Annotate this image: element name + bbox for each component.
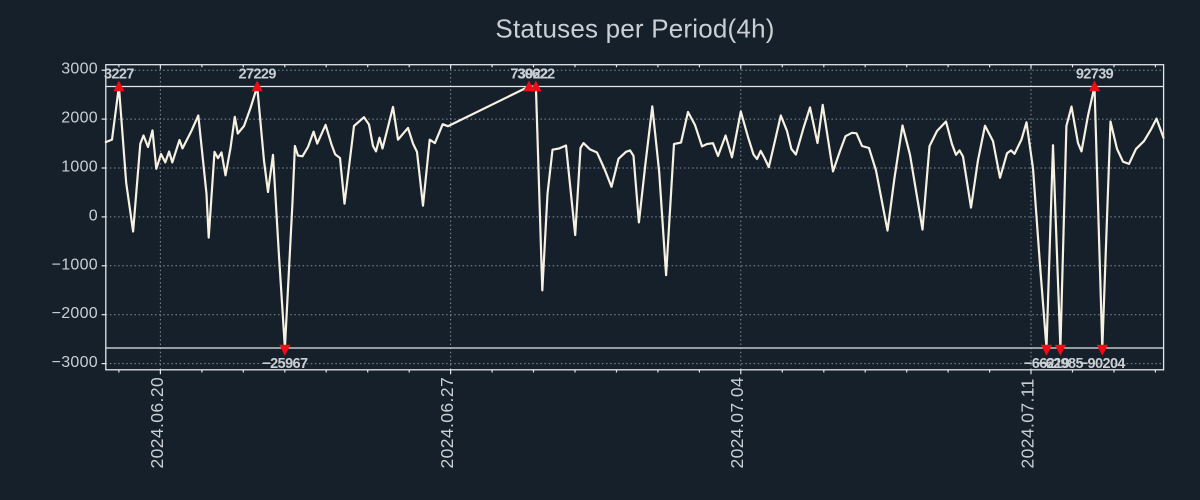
svg-text:1000: 1000 <box>61 159 98 176</box>
svg-text:Statuses per Period(4h): Statuses per Period(4h) <box>495 14 774 44</box>
svg-text:−2000: −2000 <box>52 305 98 322</box>
svg-text:73922: 73922 <box>510 67 548 83</box>
svg-text:−25967: −25967 <box>262 356 308 372</box>
svg-text:2024.06.20: 2024.06.20 <box>147 377 167 469</box>
svg-text:2024.07.04: 2024.07.04 <box>727 377 747 469</box>
svg-text:0: 0 <box>89 207 98 224</box>
svg-text:30622: 30622 <box>517 67 555 83</box>
svg-text:−1000: −1000 <box>52 256 98 273</box>
svg-text:2024.07.11: 2024.07.11 <box>1017 378 1037 468</box>
svg-text:92739: 92739 <box>1076 67 1114 83</box>
svg-text:2024.06.27: 2024.06.27 <box>437 377 457 469</box>
svg-text:−66219: −66219 <box>1024 356 1070 372</box>
svg-text:3227: 3227 <box>104 67 134 83</box>
svg-text:27229: 27229 <box>239 67 277 83</box>
svg-text:−62985: −62985 <box>1038 356 1084 372</box>
svg-text:3000: 3000 <box>61 61 98 78</box>
svg-text:−90204: −90204 <box>1080 356 1126 372</box>
svg-text:2000: 2000 <box>61 110 98 127</box>
svg-text:−3000: −3000 <box>52 354 98 371</box>
